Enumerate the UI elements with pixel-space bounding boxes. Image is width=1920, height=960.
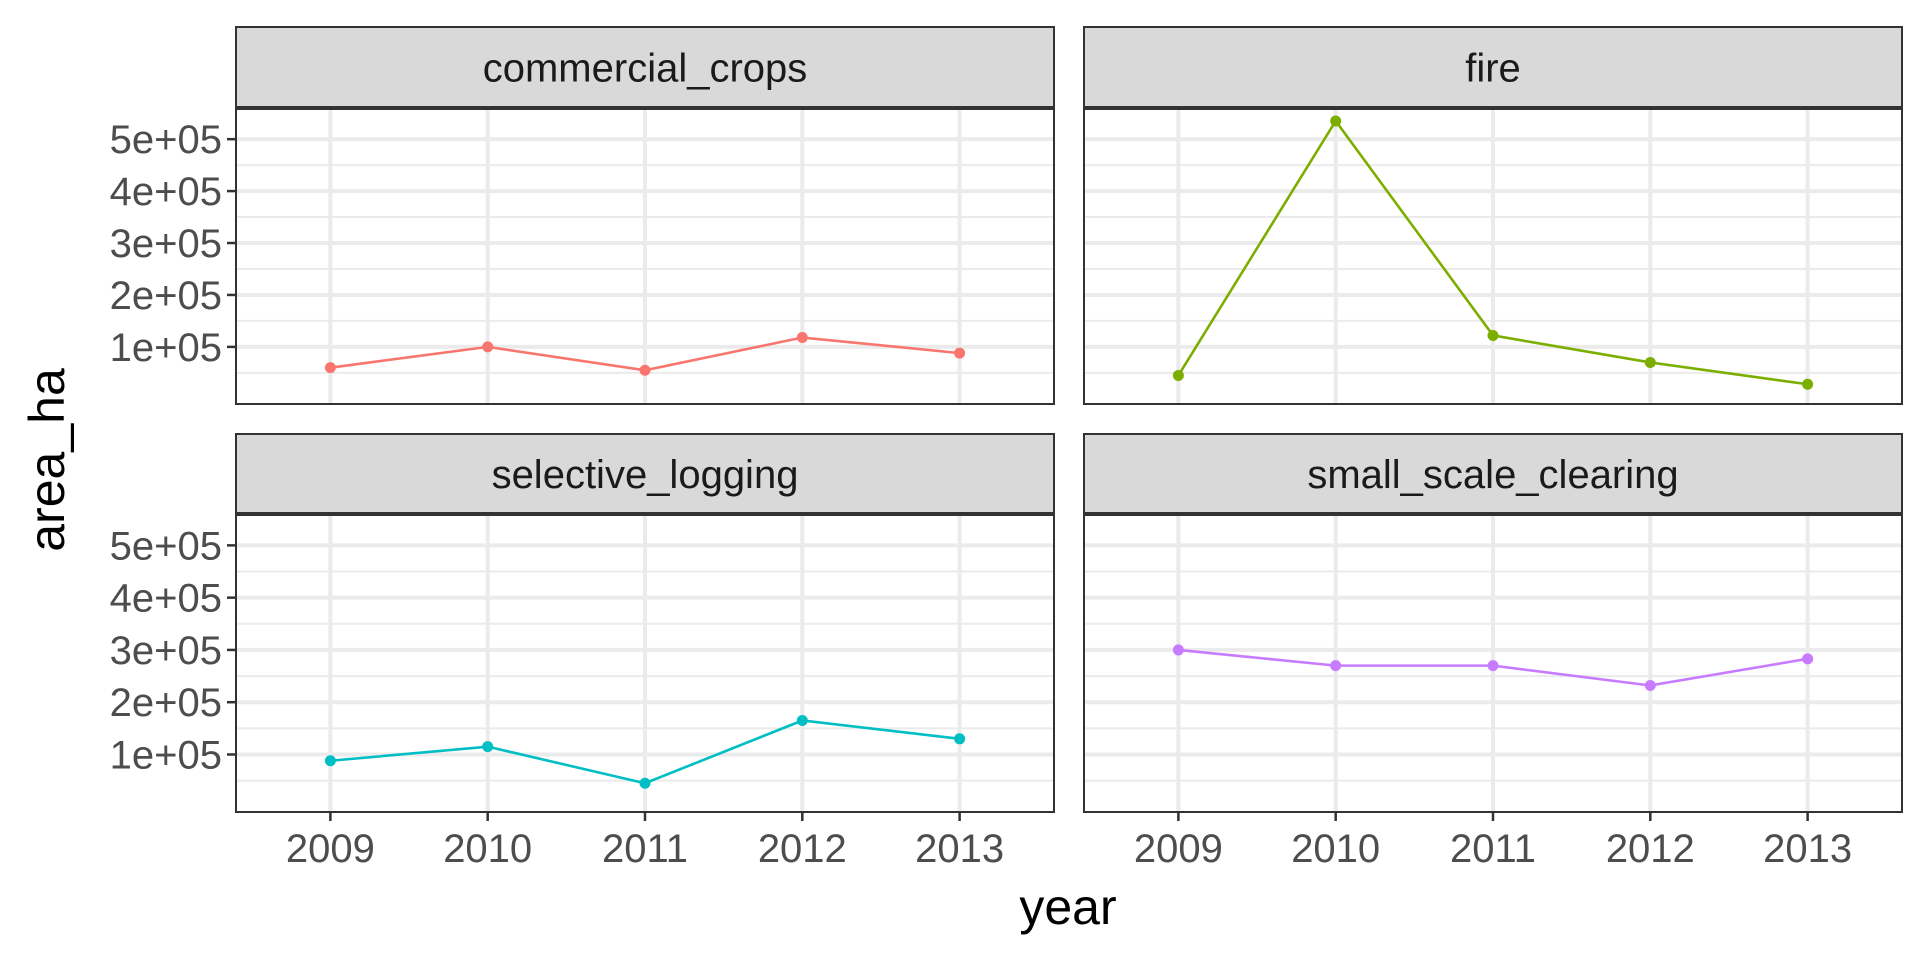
facet-panel-commercial-crops: commercial_crops 1e+05 2e+05 3e+05 4e+05 5e+0… — [110, 26, 1055, 405]
y-axis-tick-label: 4e+05 — [110, 577, 222, 621]
y-axis-tick-label: 3e+05 — [110, 222, 222, 266]
facet-panel-selective-logging: selective_logging 1e+05 2e+05 3e+05 4e+05 5e+… — [110, 433, 1055, 871]
y-axis-tick-label: 2e+05 — [110, 274, 222, 318]
data-point — [796, 332, 808, 344]
x-axis-tick-label: 2010 — [443, 827, 532, 871]
x-axis-tick-label: 2012 — [1606, 827, 1695, 871]
data-point — [954, 347, 966, 359]
x-axis-title: year — [1019, 879, 1116, 935]
data-point — [1802, 378, 1814, 390]
facet-strip — [1083, 433, 1903, 515]
facet-panel-small-scale-clearing: small_scale_clearing 2009 2010 2011 2012 2013 — [1083, 433, 1903, 871]
y-axis-title: area_ha — [19, 368, 75, 552]
y-axis-tick-label: 3e+05 — [110, 629, 222, 673]
data-point — [1487, 329, 1499, 341]
data-point — [1644, 356, 1656, 368]
data-point — [639, 777, 651, 789]
x-axis-tick-label: 2011 — [602, 827, 688, 871]
y-axis-tick-label: 5e+05 — [110, 524, 222, 568]
data-point — [482, 341, 494, 353]
data-point — [1172, 369, 1184, 381]
data-point — [639, 364, 651, 376]
facet-panel-fire: fire — [1083, 26, 1903, 405]
facet-strip — [235, 26, 1055, 109]
x-axis-tick-label: 2011 — [1450, 827, 1536, 871]
x-axis-tick-label: 2009 — [1134, 827, 1223, 871]
x-axis-tick-label: 2009 — [286, 827, 375, 871]
y-axis-tick-label: 2e+05 — [110, 681, 222, 725]
data-point — [954, 733, 966, 745]
data-point — [1802, 653, 1814, 665]
data-point — [796, 715, 808, 727]
facet-panels: commercial_crops 1e+05 2e+05 3e+05 4e+05 5e+0… — [110, 26, 1903, 871]
y-axis-tick-label: 1e+05 — [110, 326, 222, 370]
facet-strip-label: small_scale_clearing — [1307, 453, 1678, 497]
data-point — [482, 741, 494, 753]
x-axis-tick-label: 2013 — [1763, 827, 1852, 871]
facet-strip — [235, 433, 1055, 515]
y-axis-tick-label: 1e+05 — [110, 733, 222, 777]
x-axis-tick-label: 2010 — [1291, 827, 1380, 871]
data-point — [1330, 115, 1342, 127]
data-point — [1330, 660, 1342, 672]
y-axis-tick-label: 5e+05 — [110, 118, 222, 162]
facet-strip — [1083, 26, 1903, 109]
y-axis-tick-label: 4e+05 — [110, 170, 222, 214]
facet-strip-label: fire — [1465, 47, 1521, 91]
data-point — [324, 362, 336, 374]
x-axis-tick-label: 2012 — [758, 827, 847, 871]
data-point — [324, 755, 336, 767]
x-axis-tick-label: 2013 — [915, 827, 1004, 871]
data-point — [1172, 644, 1184, 656]
data-point — [1644, 679, 1656, 691]
data-point — [1487, 660, 1499, 672]
facet-strip-label: selective_logging — [492, 453, 799, 497]
facet-strip-label: commercial_crops — [483, 47, 808, 91]
